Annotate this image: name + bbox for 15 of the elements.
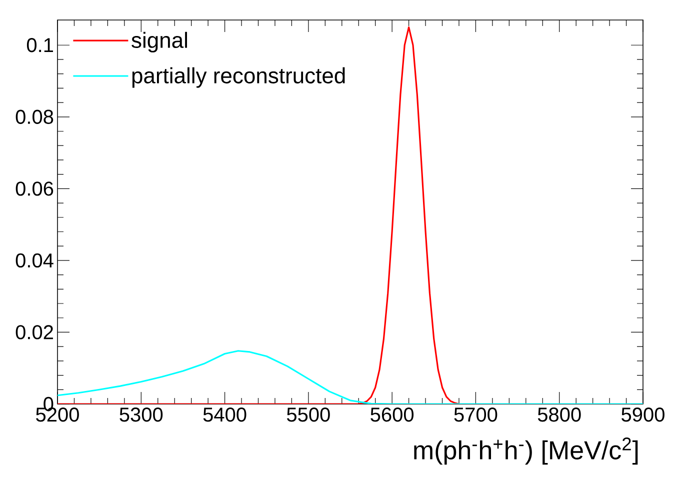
x-tick-label: 5800 bbox=[538, 408, 581, 422]
legend-label: partially reconstructed bbox=[132, 67, 345, 88]
x-tick-label: 5400 bbox=[203, 408, 246, 422]
x-tick-label: 5700 bbox=[454, 408, 498, 422]
x-tick-label: 5300 bbox=[120, 408, 163, 422]
x-tick-label: 5600 bbox=[370, 408, 414, 422]
y-tick-label: 0.04 bbox=[16, 253, 54, 268]
legend-label: signal bbox=[132, 32, 187, 52]
y-tick-label: 0.1 bbox=[26, 38, 53, 52]
x-tick-label: 5500 bbox=[286, 408, 330, 422]
y-tick-label: 0.08 bbox=[16, 110, 54, 124]
y-tick-label: 0.06 bbox=[16, 182, 54, 196]
text: m(ph$^{-}$h$^{+}$h$^{-}$) [MeV/c$^{2}$] bbox=[414, 438, 638, 465]
y-tick-label: 0.02 bbox=[16, 325, 53, 340]
x-tick-label: 5900 bbox=[622, 408, 664, 422]
